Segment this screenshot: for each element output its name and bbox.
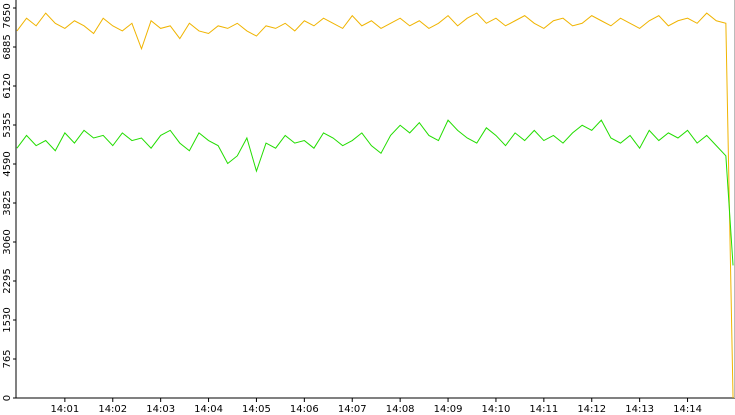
- y-tick-label: 3825: [2, 190, 13, 215]
- y-tick-label: 5355: [2, 112, 13, 137]
- series-line: [16, 119, 734, 266]
- y-tick-label: 6885: [2, 34, 13, 59]
- x-tick-label: 14:07: [338, 404, 367, 415]
- x-tick-label: 14:06: [290, 404, 319, 415]
- x-tick-label: 14:09: [434, 404, 463, 415]
- y-tick-label: 765: [2, 349, 13, 368]
- y-tick-label: 1530: [2, 307, 13, 332]
- y-tick-label: 7650: [2, 3, 13, 28]
- y-tick-label: 4590: [2, 151, 13, 176]
- x-tick-label: 14:05: [242, 404, 271, 415]
- x-tick-label: 14:03: [146, 404, 175, 415]
- x-tick-label: 14:08: [386, 404, 415, 415]
- x-tick-label: 14:04: [194, 404, 223, 415]
- x-tick-label: 14:02: [98, 404, 127, 415]
- x-tick-label: 14:01: [50, 404, 79, 415]
- x-tick-label: 14:12: [577, 404, 606, 415]
- x-tick-label: 14:11: [529, 404, 558, 415]
- y-tick-label: 6120: [2, 73, 13, 98]
- series-line: [16, 12, 734, 399]
- x-tick-label: 14:10: [482, 404, 511, 415]
- x-tick-label: 14:13: [625, 404, 654, 415]
- y-tick-label: 3060: [2, 229, 13, 254]
- y-tick-label: 2295: [2, 268, 13, 293]
- x-tick-label: 14:14: [673, 404, 702, 415]
- y-tick-label: 0: [2, 395, 13, 401]
